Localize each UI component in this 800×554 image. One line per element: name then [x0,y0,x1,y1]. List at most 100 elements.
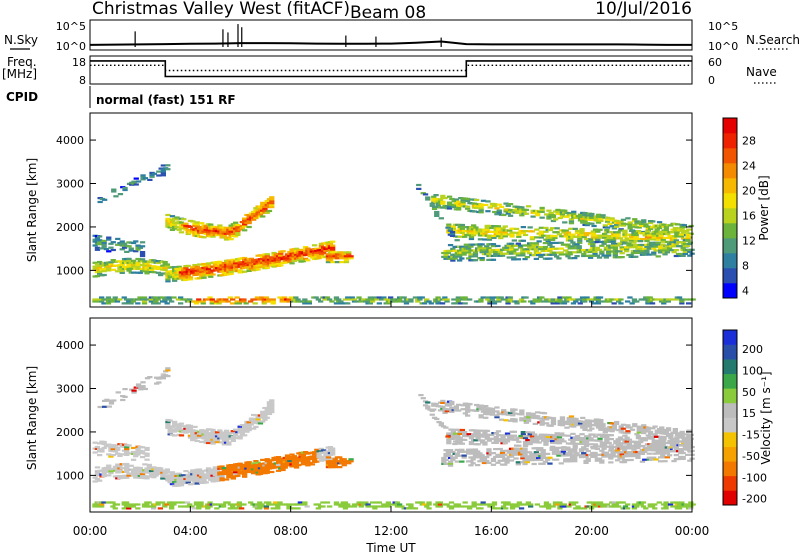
x-tick-label: 16:00 [474,524,509,538]
heatmap-cell [230,258,236,261]
heatmap-cell [465,199,471,202]
colorbar-tick-label: -200 [742,493,767,506]
heatmap-cell [92,261,98,264]
heatmap-cell [201,236,207,239]
heatmap-cell [459,257,465,260]
y-tick-label: 4000 [56,339,84,352]
heatmap-cell [365,300,371,303]
y-tick-label: 2000 [56,426,84,439]
heatmap-cell [417,298,423,301]
heatmap-cell [543,238,549,241]
heatmap-cell [130,470,137,473]
heatmap-cell [660,437,666,440]
heatmap-cell [567,257,573,260]
heatmap-cell [340,505,346,508]
heatmap-cell [583,234,590,237]
heatmap-cell [584,214,590,217]
heatmap-cell [662,460,668,463]
heatmap-cell [685,237,691,240]
heatmap-cell [614,422,620,425]
heatmap-cell [547,456,553,459]
heatmap-cell [289,453,295,456]
heatmap-cell [678,448,684,451]
heatmap-cell [595,302,601,305]
heatmap-cell [253,216,259,220]
heatmap-cell [452,442,458,446]
heatmap-cell [446,195,453,198]
heatmap-cell [447,249,454,252]
heatmap-cell [123,503,130,506]
heatmap-cell [522,435,529,438]
heatmap-cell [447,449,454,452]
heatmap-cell [572,448,578,451]
heatmap-cell [479,257,485,260]
heatmap-cell [208,275,214,278]
heatmap-cell [201,276,207,279]
heatmap-cell [330,449,336,452]
freq-series-line [90,60,692,78]
heatmap-cell [246,222,252,225]
heatmap-cell [595,238,601,241]
heatmap-cell [483,405,489,408]
heatmap-cell [137,271,143,274]
heatmap-cell [262,418,268,421]
heatmap-cell [255,461,261,464]
heatmap-cell [115,463,121,466]
heatmap-cell [302,501,308,504]
heatmap-cell [688,507,694,510]
heatmap-cell [550,419,557,422]
heatmap-cell [583,443,590,446]
heatmap-cell [627,221,633,224]
power-heatmap-cells [92,164,696,305]
heatmap-cell [664,249,670,252]
heatmap-cell [541,437,547,440]
heatmap-cell [226,468,232,471]
heatmap-cell [97,260,103,264]
y-tick-label: 3000 [56,383,84,396]
heatmap-cell [236,505,242,508]
heatmap-cell [471,435,477,438]
heatmap-cell [446,207,453,210]
heatmap-cell [624,250,630,253]
heatmap-cell [122,188,128,192]
heatmap-cell [541,412,548,415]
heatmap-cell [477,234,484,237]
heatmap-cell [594,246,600,249]
heatmap-cell [598,426,604,429]
heatmap-cell [688,501,694,504]
heatmap-cell [616,505,622,508]
heatmap-cell [115,391,121,394]
heatmap-cell [603,451,609,454]
heatmap-cell [519,419,525,422]
heatmap-cell [129,183,135,186]
heatmap-cell [233,432,239,435]
heatmap-cell [529,439,535,442]
heatmap-cell [468,253,474,256]
heatmap-cell [558,247,564,250]
heatmap-cell [420,397,426,400]
heatmap-cell [260,420,266,423]
heatmap-cell [144,272,150,275]
heatmap-cell [135,248,141,251]
heatmap-cell [679,434,685,437]
heatmap-cell [275,465,282,468]
heatmap-cell [212,466,218,469]
heatmap-cell [286,300,292,303]
heatmap-cell [187,276,194,279]
heatmap-cell [596,457,603,460]
heatmap-cell [443,426,449,429]
heatmap-cell [475,454,481,457]
heatmap-cell [509,507,516,510]
heatmap-cell [574,243,580,246]
heatmap-cell [495,461,501,464]
heatmap-cell [191,507,197,510]
heatmap-cell [158,274,164,277]
heatmap-cell [577,302,583,305]
heatmap-cell [269,409,275,412]
heatmap-cell [465,414,471,417]
heatmap-cell [622,505,629,508]
heatmap-cell [601,455,607,458]
heatmap-cell [540,462,546,465]
heatmap-cell [563,253,569,256]
heatmap-cell [566,417,572,420]
